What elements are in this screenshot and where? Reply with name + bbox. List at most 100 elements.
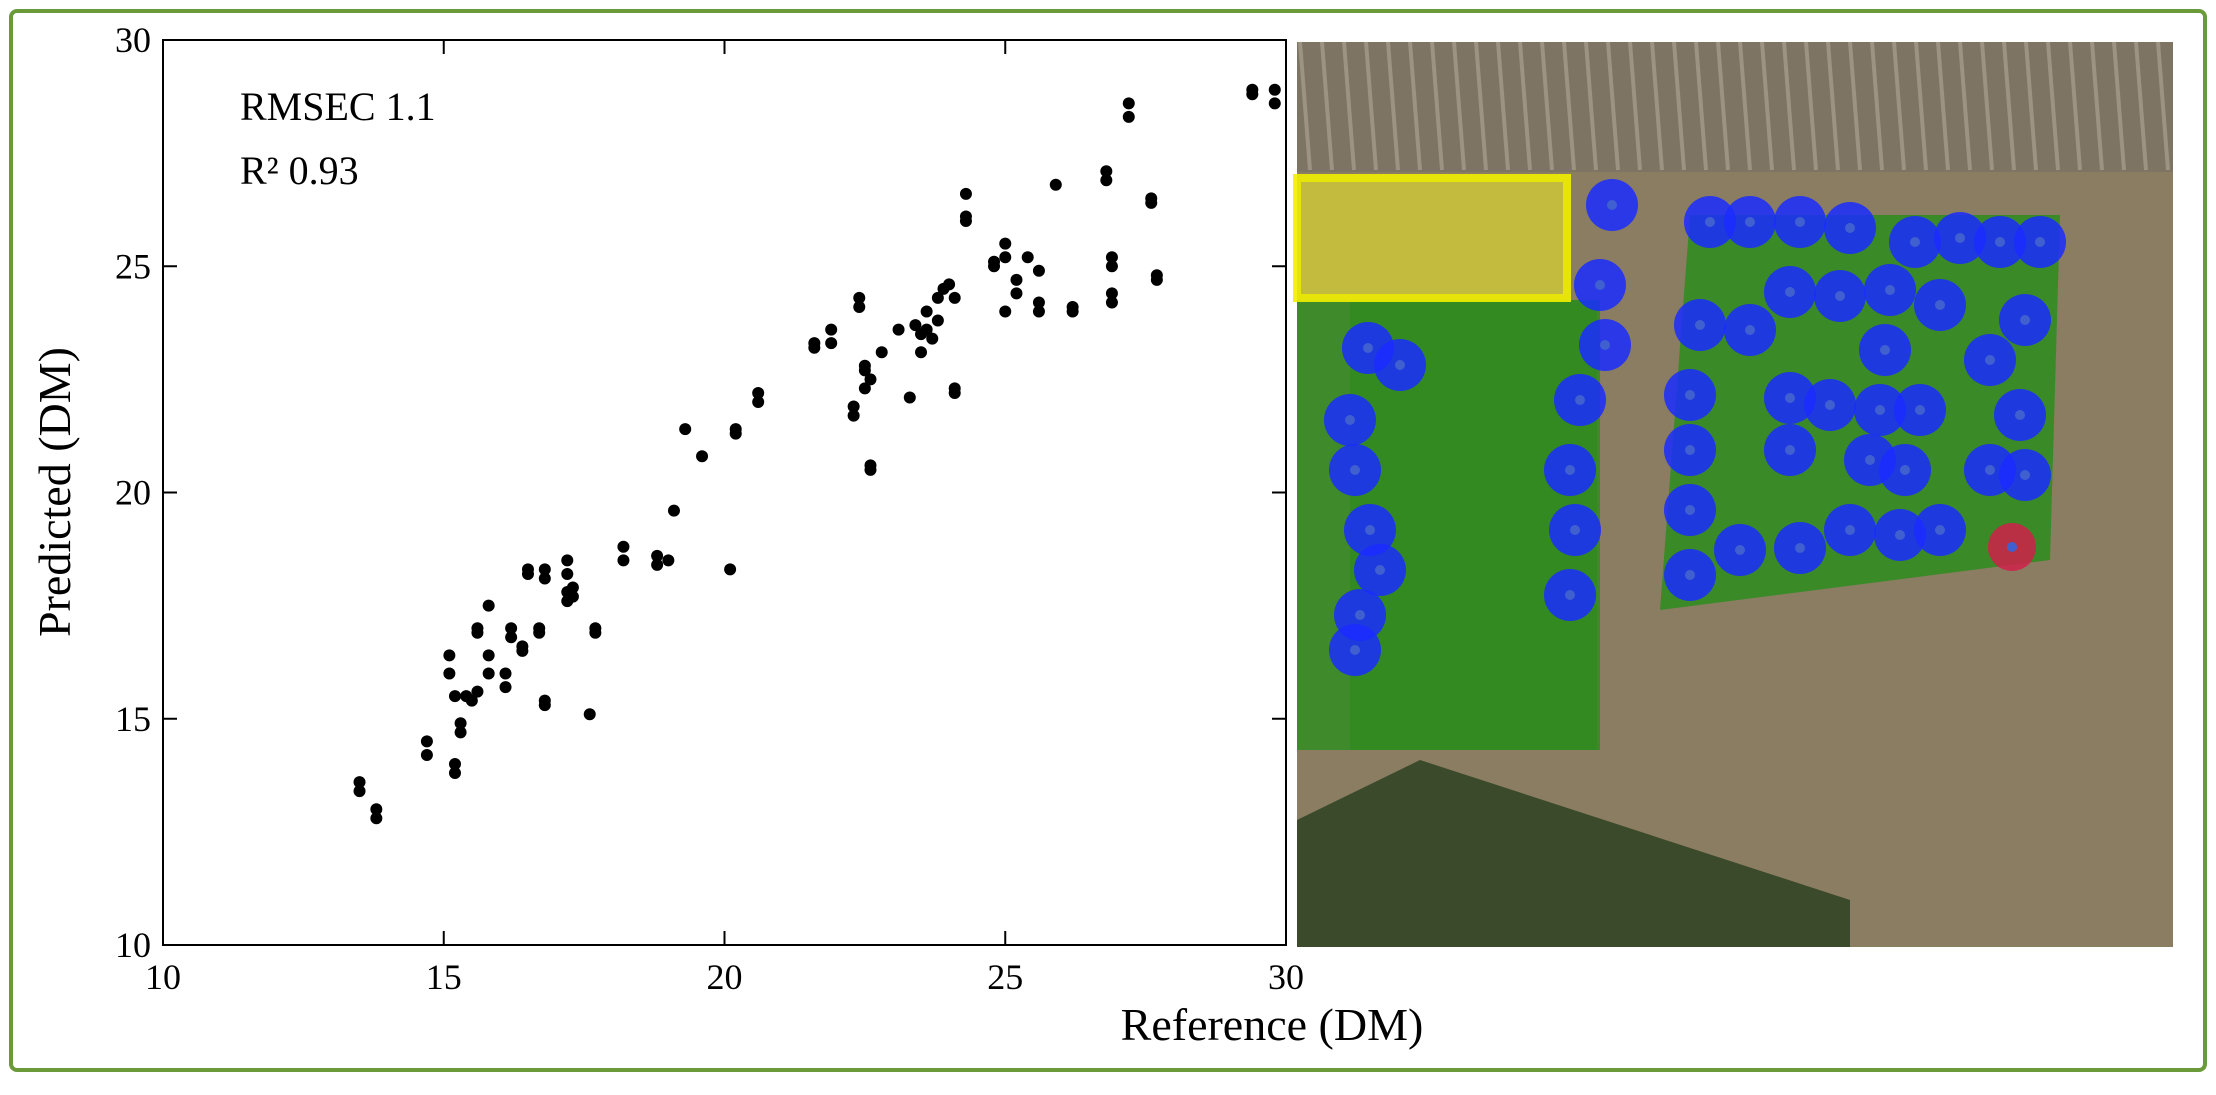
point: [471, 626, 484, 639]
point: [353, 785, 366, 798]
tree-row: [1980, 41, 1994, 171]
point: [1268, 97, 1281, 110]
point: [538, 563, 551, 576]
y-tick-label: 15: [115, 699, 151, 739]
tree-row: [1496, 41, 1510, 171]
point: [1021, 251, 1034, 264]
point: [471, 685, 484, 698]
site-center: [1985, 355, 1995, 365]
site-center: [1900, 465, 1910, 475]
site-center: [1685, 445, 1695, 455]
point: [538, 699, 551, 712]
point: [752, 386, 765, 399]
site-center: [1365, 525, 1375, 535]
point: [667, 504, 680, 517]
site-center: [1375, 565, 1385, 575]
point: [943, 278, 956, 291]
y-tick-label: 30: [115, 20, 151, 60]
tree-row: [1650, 41, 1664, 171]
point: [651, 558, 664, 571]
site-center: [1865, 455, 1875, 465]
point: [617, 540, 630, 553]
point: [566, 590, 579, 603]
site-center: [1825, 400, 1835, 410]
tree-row: [1892, 41, 1906, 171]
point: [1122, 110, 1135, 123]
tree-row: [1716, 41, 1730, 171]
point: [505, 622, 518, 635]
point: [903, 391, 916, 404]
site-center: [1985, 465, 1995, 475]
tree-row: [1914, 41, 1928, 171]
site-center: [1565, 465, 1575, 475]
point: [696, 450, 709, 463]
tree-row: [1936, 41, 1950, 171]
point: [959, 187, 972, 200]
point: [1100, 165, 1113, 178]
site-center: [1600, 340, 1610, 350]
site-center: [1935, 300, 1945, 310]
point: [1066, 305, 1079, 318]
point: [808, 337, 821, 350]
point: [1032, 264, 1045, 277]
y-axis-label: Predicted (DM): [29, 347, 80, 637]
x-axis-label: Reference (DM): [1121, 999, 1424, 1050]
y-tick-label: 25: [115, 246, 151, 286]
point: [1150, 273, 1163, 286]
site-center: [1745, 217, 1755, 227]
aerial-image: [1293, 41, 2173, 947]
point: [482, 599, 495, 612]
site-center: [1845, 525, 1855, 535]
site-center: [2035, 237, 2045, 247]
point: [948, 386, 961, 399]
tree-row: [1540, 41, 1554, 171]
point: [1105, 260, 1118, 273]
site-center: [1785, 445, 1795, 455]
point: [353, 776, 366, 789]
point: [420, 735, 433, 748]
point: [1010, 273, 1023, 286]
site-center: [1685, 505, 1695, 515]
site-center: [1795, 543, 1805, 553]
point: [988, 260, 1001, 273]
point: [999, 237, 1012, 250]
tree-row: [1848, 41, 1862, 171]
point: [752, 396, 765, 408]
site-center: [1785, 287, 1795, 297]
site-center: [1685, 390, 1695, 400]
point: [1010, 287, 1023, 300]
point: [617, 554, 630, 567]
site-center: [2007, 542, 2017, 552]
tree-row: [1782, 41, 1796, 171]
tree-row: [1694, 41, 1708, 171]
tree-row: [1826, 41, 1840, 171]
point: [1049, 178, 1062, 191]
site-center: [1575, 395, 1585, 405]
orchard-bottom: [1297, 760, 1850, 947]
site-center: [1595, 280, 1605, 290]
point: [533, 626, 546, 639]
site-center: [1910, 237, 1920, 247]
point: [853, 291, 866, 304]
point: [370, 803, 383, 816]
tree-row: [1628, 41, 1642, 171]
tree-row: [1958, 41, 1972, 171]
point: [454, 717, 467, 730]
point: [1105, 287, 1118, 300]
tree-row: [2002, 41, 2016, 171]
tree-row: [1298, 41, 1312, 171]
annotation: R² 0.93: [240, 148, 359, 193]
site-center: [1705, 217, 1715, 227]
tree-row: [1342, 41, 1356, 171]
yellow-plot: [1293, 174, 1571, 302]
site-center: [1363, 343, 1373, 353]
point: [538, 572, 551, 585]
tree-row: [1386, 41, 1400, 171]
y-tick-label: 10: [115, 925, 151, 965]
point: [505, 631, 518, 644]
point: [662, 554, 675, 567]
tree-row: [1518, 41, 1532, 171]
point: [1145, 192, 1158, 205]
tree-row: [1672, 41, 1686, 171]
